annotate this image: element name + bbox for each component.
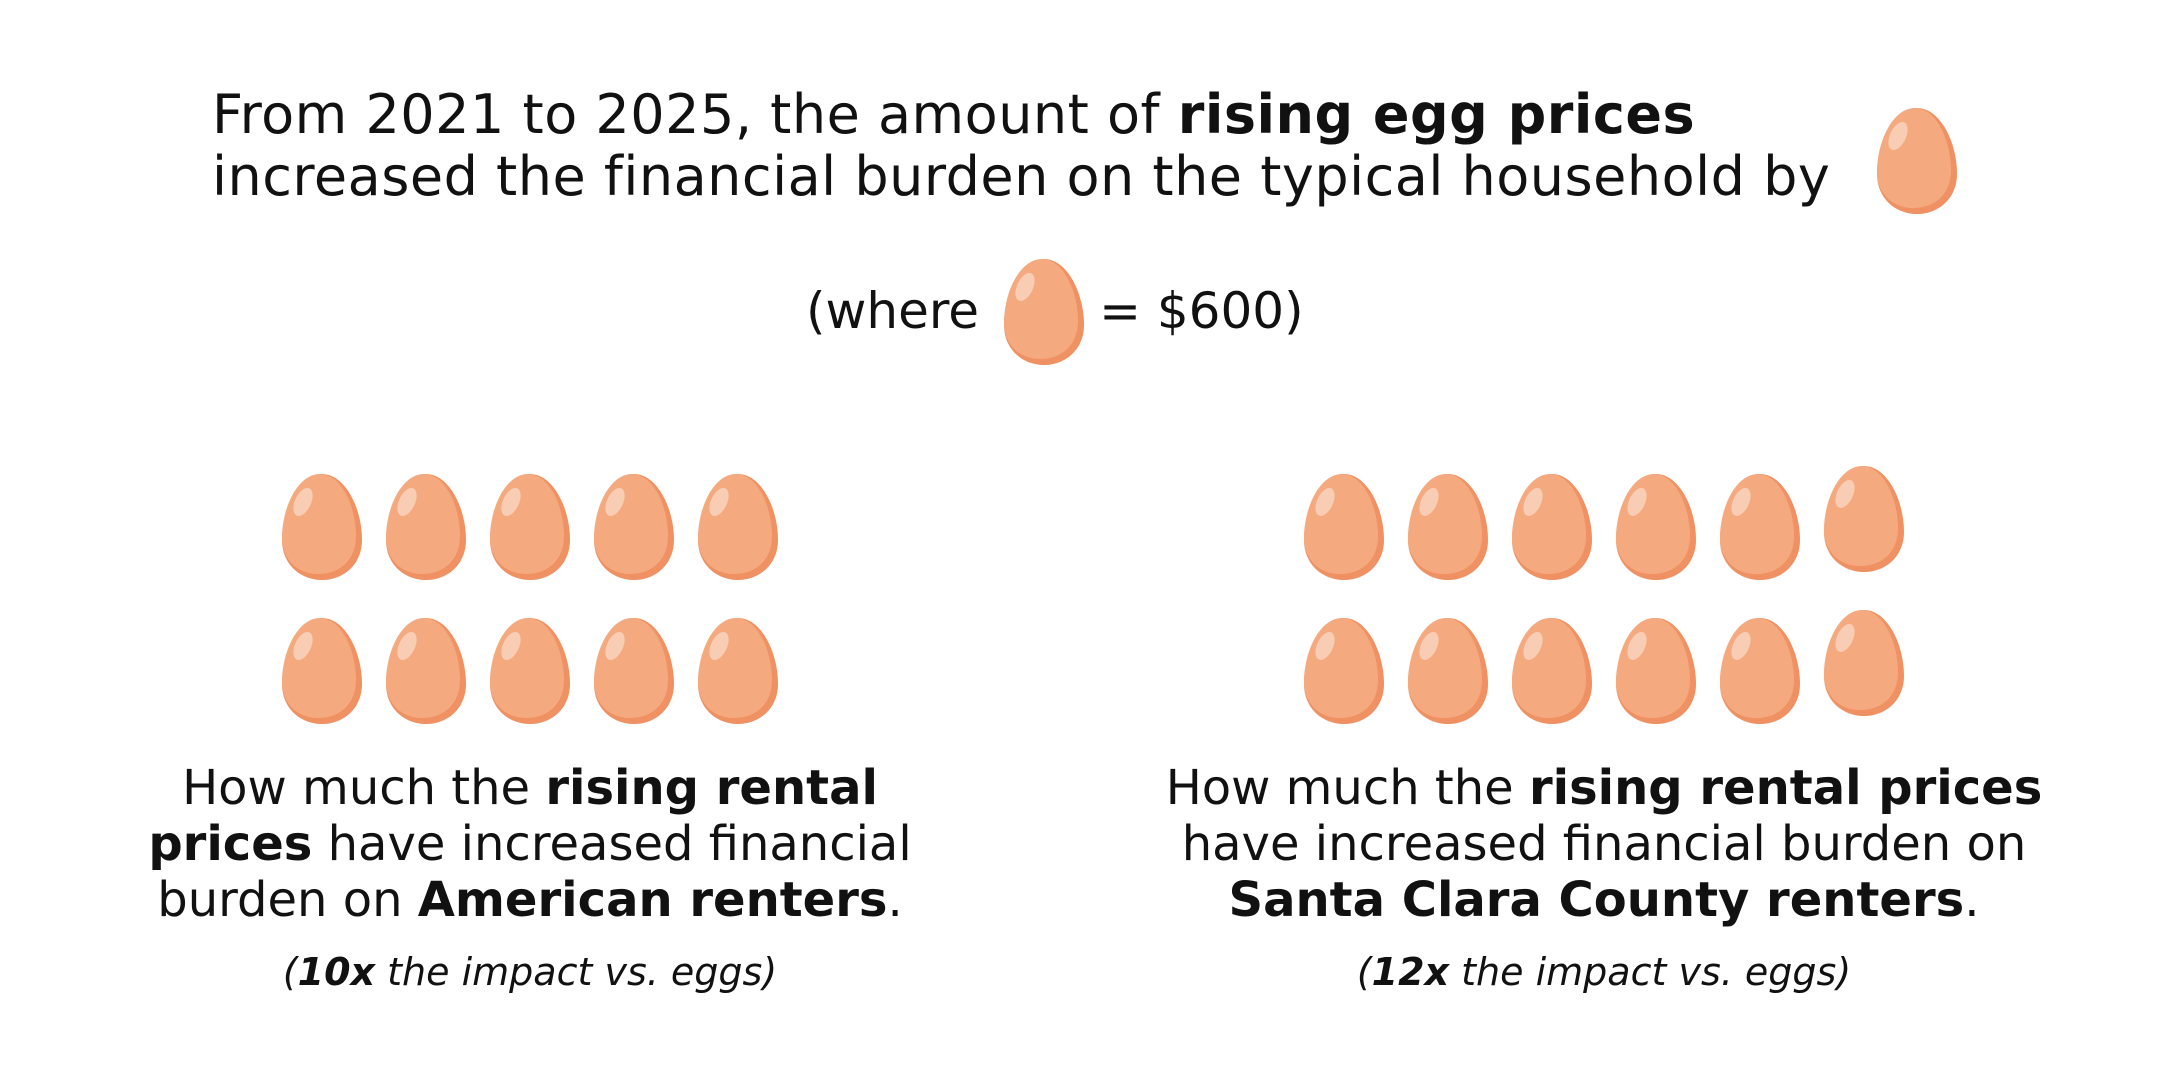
egg-icon — [1004, 259, 1085, 365]
legend-prefix: (where — [806, 282, 980, 340]
egg-grid — [1301, 466, 1907, 726]
egg-icon — [1408, 474, 1488, 580]
panel-description: How much the rising rental prices have i… — [1165, 760, 2043, 928]
egg-icon — [698, 474, 778, 580]
egg-icon — [1824, 610, 1904, 716]
headline-line-2: increased the financial burden on the ty… — [212, 145, 1831, 208]
egg-icon — [386, 618, 466, 724]
egg-icon — [1877, 108, 1957, 214]
egg-icon — [594, 618, 674, 724]
egg-icon — [1616, 474, 1696, 580]
egg-icon — [1616, 618, 1696, 724]
egg-icon — [490, 474, 570, 580]
egg-icon — [1304, 618, 1384, 724]
egg-icon — [1304, 474, 1384, 580]
impact-note: (10x the impact vs. eggs) — [282, 950, 778, 994]
headline-emphasis: rising egg prices — [1177, 83, 1696, 146]
egg-icon — [386, 474, 466, 580]
panel-description: How much the rising rental prices have i… — [148, 760, 912, 928]
legend-value: = $600) — [1099, 282, 1304, 340]
headline-text: From 2021 to 2025, the amount of — [212, 83, 1178, 146]
headline-line-1: From 2021 to 2025, the amount of rising … — [212, 84, 1830, 146]
egg-icon — [282, 618, 362, 724]
egg-icon — [1512, 618, 1592, 724]
legend: (where = $600) — [806, 255, 1304, 367]
egg-icon — [490, 618, 570, 724]
egg-grid — [279, 470, 781, 726]
american-renters-panel: How much the rising rental prices have i… — [100, 470, 960, 994]
egg-icon — [594, 474, 674, 580]
headline: From 2021 to 2025, the amount of rising … — [212, 84, 1830, 208]
egg-icon — [1720, 474, 1800, 580]
egg-icon — [698, 618, 778, 724]
egg-icon — [1408, 618, 1488, 724]
santa-clara-renters-panel: How much the rising rental prices have i… — [1104, 466, 2104, 994]
egg-icon — [1720, 618, 1800, 724]
egg-icon — [282, 474, 362, 580]
impact-note: (12x the impact vs. eggs) — [1356, 950, 1852, 994]
egg-icon — [1512, 474, 1592, 580]
egg-icon — [1824, 466, 1904, 572]
